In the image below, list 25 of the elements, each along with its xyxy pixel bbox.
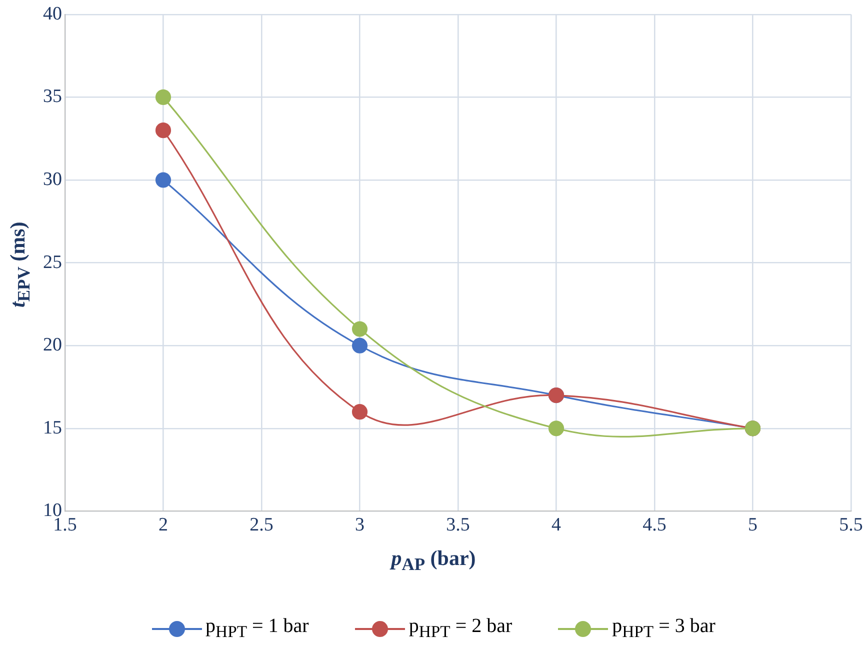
y-tick-label: 15	[43, 417, 62, 438]
x-tick-label: 3	[355, 514, 364, 536]
point	[155, 122, 172, 138]
point	[155, 89, 172, 105]
point	[352, 338, 368, 354]
legend-label: p$_{HPT}$ = 2 bar	[408, 615, 512, 642]
legend-label: p$_{HPT}$ = 1 bar	[206, 615, 309, 642]
point	[352, 404, 368, 420]
point	[548, 420, 564, 436]
point	[352, 321, 368, 337]
y-tick-label: 30	[43, 168, 62, 190]
x-tick-label: 2.5	[250, 514, 274, 536]
y-tick-label: 35	[43, 86, 62, 108]
y-tick-label: 25	[43, 252, 62, 273]
y-tick-label: 20	[43, 334, 62, 356]
x-tick-label: 4.5	[642, 514, 666, 536]
x-tick-label: 5.5	[839, 514, 863, 536]
x-tick-label: 4	[552, 514, 562, 536]
point	[155, 172, 172, 188]
x-axis-title: p$_{AP}$ (bar)	[388, 546, 477, 576]
y-tick-label: 40	[43, 3, 62, 24]
x-tick-label: 5	[748, 514, 758, 536]
x-tick-label: 2	[158, 514, 168, 536]
legend-label: p$_{HPT}$ = 3 bar	[612, 615, 716, 642]
x-tick-label: 3.5	[446, 514, 470, 536]
